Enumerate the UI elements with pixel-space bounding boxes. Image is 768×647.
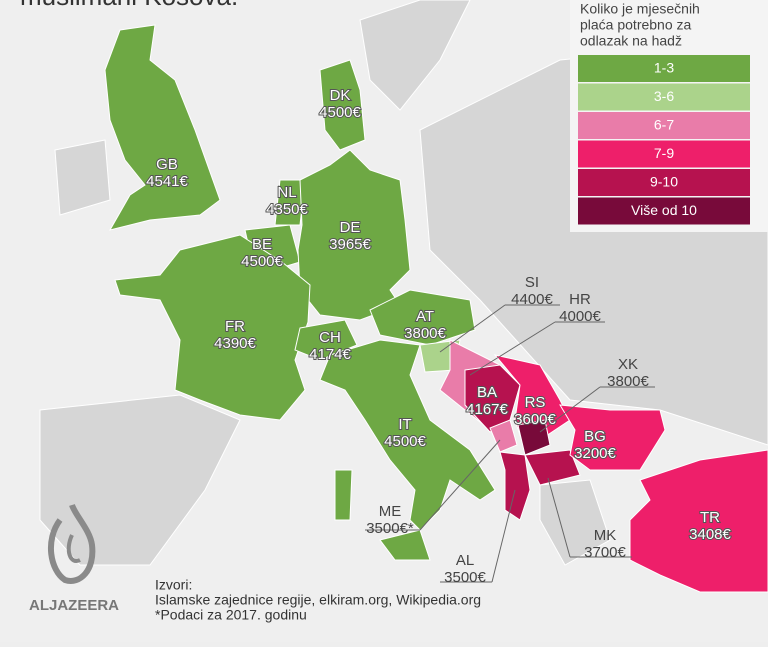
country-code: DE xyxy=(340,219,361,236)
legend-swatch xyxy=(578,55,750,82)
country-price: 4390€ xyxy=(214,335,256,352)
country-code: SI xyxy=(525,274,539,291)
country-price: 3408€ xyxy=(689,526,731,543)
country-code: BE xyxy=(252,236,272,253)
country xyxy=(114,234,311,421)
sources-heading: Izvori: xyxy=(155,577,192,593)
country-price: 3200€ xyxy=(574,445,616,462)
country xyxy=(274,179,306,226)
country-price: 3965€ xyxy=(329,236,371,253)
country xyxy=(319,59,366,151)
legend-label: 7-9 xyxy=(654,145,674,161)
legend-swatch xyxy=(578,197,750,225)
country-code: AT xyxy=(416,308,434,325)
country-price: 4400€ xyxy=(511,291,553,308)
country xyxy=(104,24,221,231)
logo: ALJAZEERA xyxy=(29,503,119,614)
country-price: 4500€ xyxy=(319,104,361,121)
country xyxy=(517,419,551,456)
country-code: AL xyxy=(456,552,474,569)
legend-title: odlazak na hadž xyxy=(580,33,682,49)
country xyxy=(524,449,581,486)
countries xyxy=(104,24,768,593)
country-price: 4500€ xyxy=(241,253,283,270)
country-code: RS xyxy=(525,394,546,411)
country-code: TR xyxy=(700,509,720,526)
country-code: FR xyxy=(225,318,245,335)
legend-swatch xyxy=(578,169,750,196)
leaders xyxy=(365,304,655,583)
country-price: 3500€ xyxy=(444,569,486,586)
country xyxy=(297,149,411,321)
sources-line: *Podaci za 2017. godinu xyxy=(155,607,307,623)
country-code: BG xyxy=(584,428,606,445)
legend-label: 1-3 xyxy=(654,60,674,76)
country xyxy=(629,449,768,593)
legend-swatch xyxy=(578,140,750,168)
country-price: 3800€ xyxy=(404,325,446,342)
country xyxy=(334,469,353,521)
country-price: 4174€ xyxy=(309,346,351,363)
country-code: CH xyxy=(319,329,341,346)
logo-text: ALJAZEERA xyxy=(29,597,119,614)
country xyxy=(559,404,666,471)
country-price: 4167€ xyxy=(466,401,508,418)
country-price: 4500€ xyxy=(384,433,426,450)
country-price: 3600€ xyxy=(514,411,556,428)
country xyxy=(369,289,476,346)
country xyxy=(379,529,431,561)
sources-line: Islamske zajednice regije, elkiram.org, … xyxy=(155,592,481,608)
country xyxy=(319,339,496,531)
country-labels: GB4541€DK4500€NL4350€BE4500€DE3965€FR439… xyxy=(145,86,732,586)
legend-label: 9-10 xyxy=(650,174,678,190)
country-code: XK xyxy=(618,356,638,373)
country-price: 4541€ xyxy=(146,173,188,190)
country-code: BA xyxy=(477,384,497,401)
legend-label: 3-6 xyxy=(654,88,674,104)
legend-label: 6-7 xyxy=(654,117,674,133)
country-code: IT xyxy=(398,416,411,433)
legend-title: plaća potrebno za xyxy=(580,17,692,33)
country-code: NL xyxy=(277,184,296,201)
country-code: MK xyxy=(594,527,617,544)
legend-swatch xyxy=(578,112,750,139)
legend-label: Više od 10 xyxy=(631,202,697,218)
legend-title: Koliko je mjesečnih xyxy=(580,1,700,17)
country-code: GB xyxy=(156,156,178,173)
country-price: 3500€* xyxy=(366,520,414,537)
country-price: 4350€ xyxy=(266,201,308,218)
country-code: DK xyxy=(330,87,351,104)
country-price: 3700€ xyxy=(584,544,626,561)
country-code: ME xyxy=(379,503,402,520)
title: muslimani Kosova. xyxy=(20,0,238,11)
country-price: 4000€ xyxy=(559,308,601,325)
legend-swatch xyxy=(578,83,750,111)
country-price: 3800€ xyxy=(607,373,649,390)
country-code: HR xyxy=(569,291,591,308)
